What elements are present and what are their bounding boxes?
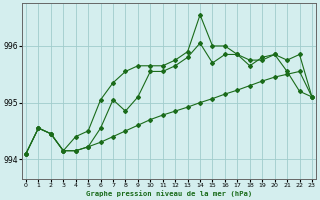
X-axis label: Graphe pression niveau de la mer (hPa): Graphe pression niveau de la mer (hPa): [86, 190, 252, 197]
